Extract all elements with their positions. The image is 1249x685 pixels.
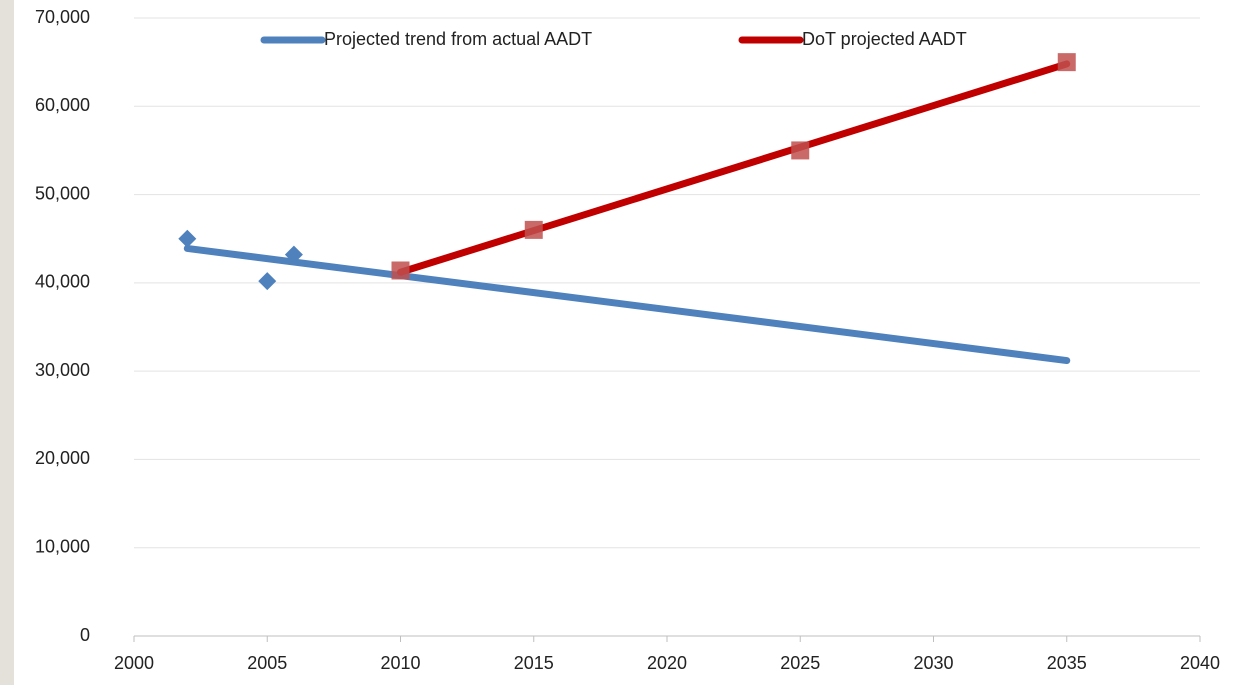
y-tick-label: 0 [80, 625, 90, 645]
x-tick-label: 2015 [514, 653, 554, 673]
diamond-marker [178, 229, 197, 248]
y-tick-label: 10,000 [35, 536, 90, 556]
x-tick-label: 2030 [913, 653, 953, 673]
diamond-marker [258, 272, 277, 291]
square-marker [1057, 53, 1076, 72]
x-tick-label: 2005 [247, 653, 287, 673]
series-line [397, 60, 1071, 276]
legend-label: Projected trend from actual AADT [324, 29, 592, 49]
background-strip [0, 0, 14, 685]
y-tick-label: 30,000 [35, 360, 90, 380]
x-tick-label: 2025 [780, 653, 820, 673]
x-tick-label: 2000 [114, 653, 154, 673]
y-tick-label: 20,000 [35, 448, 90, 468]
series-line [183, 244, 1071, 365]
y-tick-label: 40,000 [35, 272, 90, 292]
square-marker [791, 141, 810, 160]
y-tick-label: 60,000 [35, 95, 90, 115]
x-tick-label: 2020 [647, 653, 687, 673]
diamond-marker [284, 245, 303, 264]
y-tick-label: 70,000 [35, 7, 90, 27]
square-marker [524, 220, 543, 239]
square-marker [391, 261, 410, 280]
x-tick-label: 2010 [380, 653, 420, 673]
x-tick-label: 2035 [1047, 653, 1087, 673]
x-tick-label: 2040 [1180, 653, 1220, 673]
y-tick-label: 50,000 [35, 183, 90, 203]
legend-label: DoT projected AADT [802, 29, 967, 49]
